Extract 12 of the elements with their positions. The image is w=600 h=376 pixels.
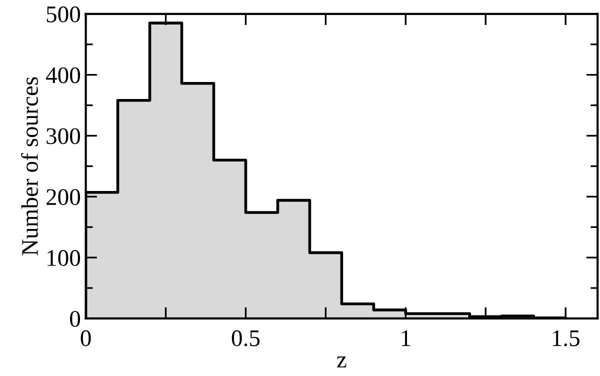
- y-tick-label: 200: [46, 189, 80, 206]
- y-tick-label: 500: [46, 6, 80, 22]
- x-axis-title: z: [337, 356, 346, 368]
- x-tick-label: 1.5: [552, 330, 580, 346]
- y-axis-title: Number of sources: [21, 77, 38, 256]
- x-tick-label: 0: [80, 330, 91, 346]
- x-tick-label: 0.5: [232, 330, 260, 346]
- y-tick-label: 100: [48, 250, 80, 266]
- x-tick-label: 1: [402, 330, 410, 346]
- y-tick-label: 300: [46, 128, 80, 144]
- y-tick-label: 400: [46, 67, 80, 84]
- y-tick-label: 0: [70, 310, 80, 327]
